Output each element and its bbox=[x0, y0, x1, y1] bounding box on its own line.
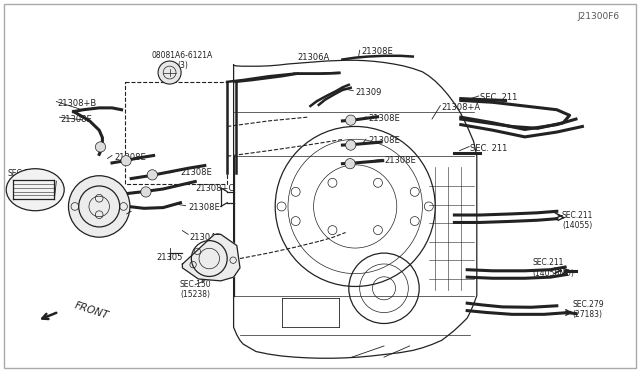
Circle shape bbox=[345, 158, 355, 169]
Circle shape bbox=[158, 61, 181, 84]
Text: 21308E: 21308E bbox=[362, 47, 394, 56]
Text: 21305D: 21305D bbox=[95, 209, 127, 218]
Text: 21308E: 21308E bbox=[61, 115, 93, 124]
Circle shape bbox=[147, 170, 157, 180]
Text: 08081A6-6121A
(3): 08081A6-6121A (3) bbox=[152, 51, 213, 70]
Text: SEC.211
(14056ND): SEC.211 (14056ND) bbox=[532, 258, 574, 278]
Text: SEC. 211: SEC. 211 bbox=[470, 144, 508, 153]
Text: J21300F6: J21300F6 bbox=[577, 12, 620, 21]
Text: 21304P: 21304P bbox=[189, 233, 221, 242]
Text: SEC.150
(15238): SEC.150 (15238) bbox=[179, 280, 211, 299]
Text: 21309: 21309 bbox=[355, 88, 381, 97]
Text: 21308E: 21308E bbox=[368, 136, 400, 145]
Text: FRONT: FRONT bbox=[74, 300, 111, 321]
Circle shape bbox=[121, 155, 131, 166]
Text: SEC. 211: SEC. 211 bbox=[480, 93, 517, 102]
Text: 21308E: 21308E bbox=[180, 168, 212, 177]
Text: SEC.279
(27183): SEC.279 (27183) bbox=[573, 300, 604, 319]
Ellipse shape bbox=[6, 169, 64, 211]
Text: 21308E: 21308E bbox=[189, 203, 221, 212]
Polygon shape bbox=[182, 234, 240, 281]
Circle shape bbox=[346, 115, 356, 125]
Text: 21308+C: 21308+C bbox=[195, 185, 234, 193]
Text: SEC.150
(15208): SEC.150 (15208) bbox=[7, 169, 39, 188]
Text: 21308E: 21308E bbox=[384, 156, 416, 165]
Text: SEC.211
(14055): SEC.211 (14055) bbox=[562, 211, 593, 230]
Text: 21306A: 21306A bbox=[298, 53, 330, 62]
Text: 21308+B: 21308+B bbox=[58, 99, 97, 108]
Text: 21308E: 21308E bbox=[114, 153, 146, 162]
Text: 21305: 21305 bbox=[156, 253, 183, 262]
Text: 21308+A: 21308+A bbox=[442, 103, 481, 112]
Circle shape bbox=[141, 187, 151, 197]
Text: 21308E: 21308E bbox=[368, 114, 400, 123]
Circle shape bbox=[68, 176, 130, 237]
Circle shape bbox=[95, 142, 106, 152]
Circle shape bbox=[346, 140, 356, 150]
